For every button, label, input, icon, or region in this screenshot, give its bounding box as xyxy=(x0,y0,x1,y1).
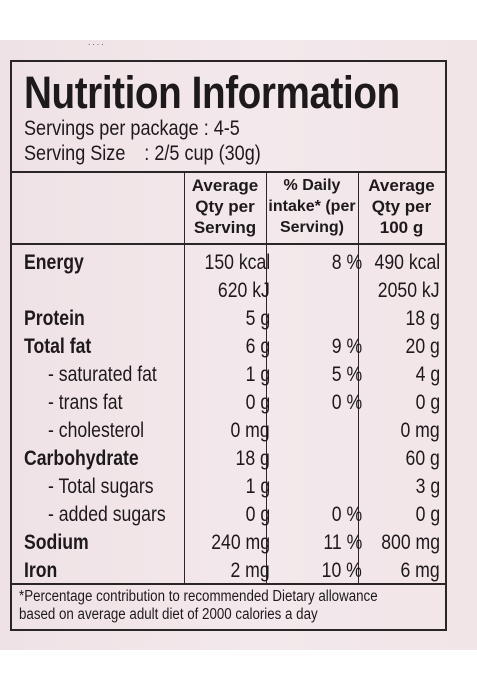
table-row: Iron 2 mg 10 % 6 mg xyxy=(24,559,440,582)
serving-size: Serving Size : 2/5 cup (30g) xyxy=(24,142,261,166)
column-divider-2 xyxy=(266,171,267,583)
table-row: - Total sugars 1 g 3 g xyxy=(48,475,440,498)
table-row: 620 kJ 2050 kJ xyxy=(218,279,440,302)
panel-title: Nutrition Information xyxy=(24,67,400,118)
footnote-line-2: based on average adult diet of 2000 calo… xyxy=(19,606,318,623)
table-top-rule xyxy=(12,171,445,173)
servings-per-package: Servings per package : 4-5 xyxy=(24,117,240,140)
table-row: - saturated fat 1 g 5 % 4 g xyxy=(48,363,440,386)
table-row: Carbohydrate 18 g 60 g xyxy=(24,447,440,470)
serving-size-label: Serving Size xyxy=(24,142,126,165)
table-row: Sodium 240 mg 11 % 800 mg xyxy=(24,531,440,554)
nutrition-panel: Nutrition Information Servings per packa… xyxy=(10,60,447,631)
table-row: Protein 5 g 18 g xyxy=(24,307,440,330)
cropped-text-fragment: . . . , xyxy=(88,40,104,45)
table-row: - trans fat 0 g 0 % 0 g xyxy=(48,391,440,414)
table-row: Total fat 6 g 9 % 20 g xyxy=(24,335,440,358)
column-divider-3 xyxy=(358,171,359,583)
footnote-line-1: *Percentage contribution to recommended … xyxy=(19,588,378,605)
package-background xyxy=(0,40,477,650)
table-row: - cholesterol 0 mg 0 mg xyxy=(48,419,440,442)
footnote: *Percentage contribution to recommended … xyxy=(19,588,378,624)
header-avg-per-serving: Average Qty per Serving xyxy=(191,176,259,237)
column-divider-1 xyxy=(184,171,185,583)
header-bottom-rule xyxy=(12,243,445,245)
header-daily-intake: % Daily intake* (per Serving) xyxy=(268,177,356,236)
table-bottom-rule xyxy=(12,583,445,585)
header-avg-per-100g: Average Qty per 100 g xyxy=(368,176,435,237)
table-row: - added sugars 0 g 0 % 0 g xyxy=(48,503,440,526)
table-row: Energy 150 kcal 8 % 490 kcal xyxy=(24,251,440,274)
serving-size-value: : 2/5 cup (30g) xyxy=(144,142,261,165)
